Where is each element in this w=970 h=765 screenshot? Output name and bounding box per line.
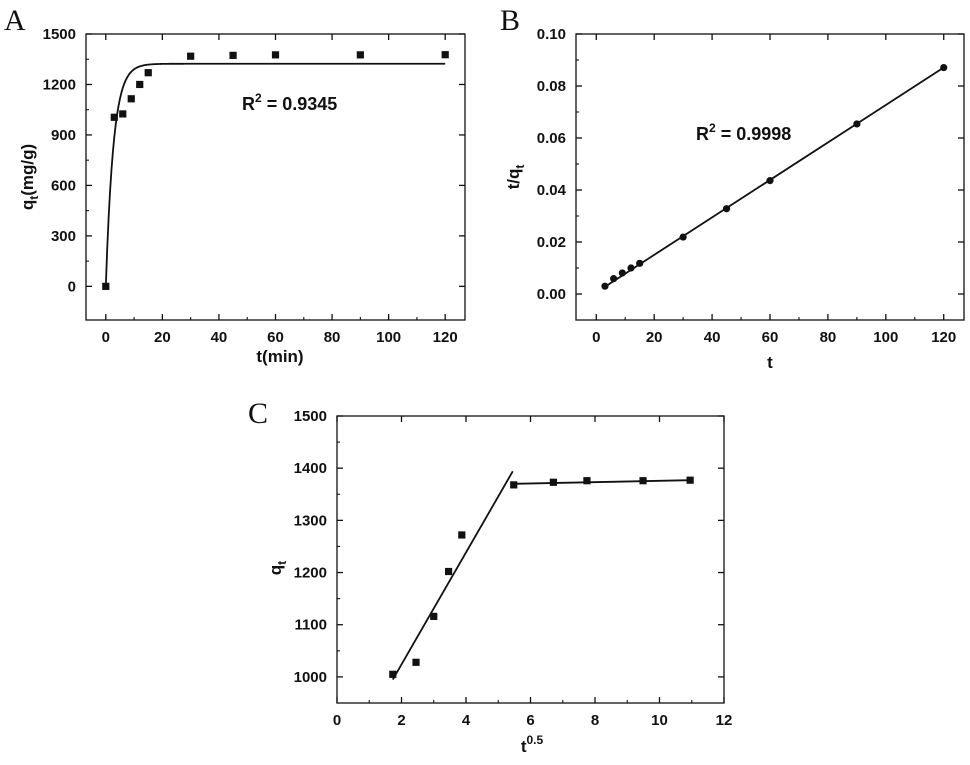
panel-c-data-point	[430, 612, 438, 620]
panel-c-x-tick-label: 8	[591, 712, 599, 729]
panel-a-data-point	[229, 51, 237, 59]
panel-c-y-tick-label: 1100	[294, 617, 327, 634]
panel-c-fit-segment	[513, 479, 691, 485]
panel-c-y-tick-label: 1300	[294, 512, 327, 529]
panel-c-data-point	[583, 477, 591, 485]
panel-a-y-tick-label: 1500	[43, 26, 76, 43]
panel-a-data-point	[102, 282, 110, 290]
panel-b-y-axis-label: t/qt	[504, 165, 527, 190]
panel-b-x-axis-label: t	[767, 353, 773, 372]
panel-a-y-tick-label: 0	[68, 278, 76, 295]
panel-c-x-tick-label: 6	[526, 712, 534, 729]
panel-b-x-tick-label: 0	[592, 329, 600, 346]
panel-b-y-tick-label: 0.00	[537, 286, 566, 303]
panel-a-x-tick-label: 40	[211, 329, 228, 346]
panel-a-data-point	[127, 95, 135, 103]
panel-c-y-tick-label: 1400	[294, 460, 327, 477]
panel-c-data-point	[639, 477, 647, 485]
panel-b-frame	[575, 33, 965, 321]
panel-a-fit-curve	[104, 62, 446, 287]
panel-b-y-tick-label: 0.10	[537, 26, 566, 43]
panel-b-fit-line	[604, 66, 945, 288]
panel-a-y-tick-label: 300	[51, 228, 76, 245]
panel-c-y-tick-label: 1500	[294, 408, 327, 425]
panel-c-y-tick-label: 1200	[294, 565, 327, 582]
panel-b-r2-annotation: R2 = 0.9998	[696, 121, 791, 144]
panel-c-y-axis-label: qt	[266, 561, 289, 575]
panel-b-data-point	[940, 63, 948, 72]
panel-b-data-point	[618, 269, 626, 277]
panel-b-y-tick-label: 0.08	[537, 78, 566, 95]
panel-c-letter: C	[248, 397, 268, 430]
panel-b-x-tick-label: 120	[931, 329, 956, 346]
panel-c-data-point	[412, 658, 420, 666]
panel-c-x-tick-label: 10	[651, 712, 668, 729]
panel-a-x-tick-label: 0	[102, 329, 110, 346]
panel-b-ticks: 0 20 40 60 80 100 120 0.00 0.02 0.04 0.06 0.08 0.10	[537, 26, 964, 346]
panel-a-x-tick-label: 80	[324, 329, 341, 346]
panel-b-x-tick-label: 80	[820, 329, 837, 346]
panel-b-data-point	[636, 259, 644, 267]
panel-a-y-tick-label: 900	[51, 127, 76, 144]
panel-a-x-tick-label: 100	[376, 329, 401, 346]
panel-b-y-tick-label: 0.04	[537, 182, 567, 199]
panel-a-r2-annotation: R2 = 0.9345	[242, 91, 337, 114]
panel-b-x-tick-label: 100	[873, 329, 898, 346]
panel-a-letter: A	[4, 4, 26, 37]
panel-b-y-tick-label: 0.02	[537, 234, 566, 251]
panel-c-x-tick-label: 4	[462, 712, 471, 729]
panel-a-x-tick-label: 120	[433, 329, 458, 346]
panel-a-x-tick-label: 20	[154, 329, 171, 346]
panel-b-x-tick-label: 60	[762, 329, 779, 346]
panel-c-fit-lines	[392, 470, 691, 680]
panel-b-data-point	[627, 264, 635, 272]
panel-b-data-point	[722, 205, 731, 213]
panel-c: C 0 2 4 6 8 10 12 1000 1100 1200 1300 1400 1500 t0.5…	[248, 397, 732, 756]
panel-b-data-point	[679, 233, 687, 241]
panel-c-data-point	[444, 567, 453, 576]
panel-b-points	[601, 63, 948, 290]
panel-c-data-point	[510, 481, 518, 489]
panel-a-data-point	[110, 113, 118, 121]
panel-c-x-axis-label: t0.5	[521, 733, 544, 756]
panel-c-y-tick-label: 1000	[294, 669, 327, 686]
panel-c-data-point	[458, 531, 466, 539]
panel-b: B 0 20 40 60 80 100 120 0.00 0.02 0.04 0.06 0.08 0.1…	[500, 4, 965, 372]
panel-a-data-point	[136, 80, 144, 89]
panel-b-data-point	[610, 275, 618, 283]
panel-c-data-point	[686, 476, 694, 484]
panel-a-y-axis-label: qt(mg/g)	[18, 144, 41, 210]
panel-c-fit-segment	[392, 470, 514, 680]
panel-a-data-point	[119, 110, 127, 118]
panel-b-x-tick-label: 20	[646, 329, 663, 346]
panel-c-ticks: 0 2 4 6 8 10 12 1000 1100 1200 1300 1400 1500	[294, 408, 733, 729]
panel-b-x-tick-label: 40	[704, 329, 721, 346]
panel-a-data-point	[187, 52, 195, 60]
panel-a-data-point	[271, 51, 280, 59]
panel-a-y-tick-label: 600	[51, 177, 76, 194]
panel-a-x-tick-label: 60	[267, 329, 284, 346]
panel-a-data-point	[356, 51, 364, 59]
panel-b-data-point	[601, 282, 609, 290]
panel-a-data-point	[441, 51, 449, 59]
panel-c-frame	[336, 415, 725, 704]
panel-b-y-tick-label: 0.06	[537, 130, 566, 147]
panel-a-frame	[85, 33, 466, 321]
panel-b-letter: B	[500, 4, 520, 37]
panel-c-points	[389, 476, 694, 678]
panel-a-data-point	[144, 69, 152, 77]
panel-c-data-point	[549, 478, 557, 486]
panel-c-data-point	[389, 670, 397, 678]
panel-a-y-tick-label: 1200	[43, 76, 76, 93]
panel-a-x-axis-label: t(min)	[256, 347, 303, 366]
panel-b-data-point	[853, 120, 861, 128]
panel-c-x-tick-label: 2	[397, 712, 405, 729]
panel-c-x-tick-label: 0	[333, 712, 341, 729]
panel-b-data-point	[766, 177, 774, 185]
panel-c-x-tick-label: 12	[716, 712, 733, 729]
panel-a-points	[102, 51, 449, 290]
